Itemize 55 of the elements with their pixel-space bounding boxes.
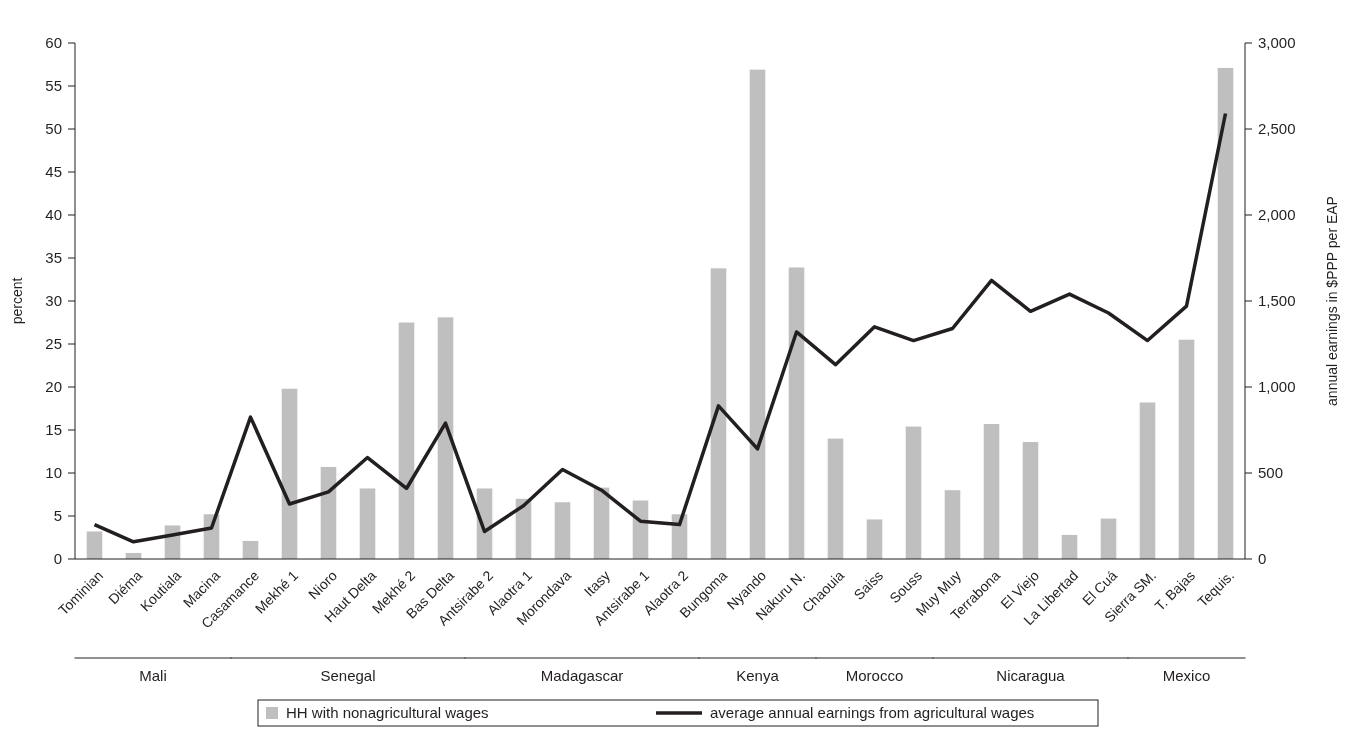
- bar: [1178, 339, 1195, 559]
- bar: [1061, 534, 1078, 559]
- bar: [398, 322, 415, 559]
- bar: [1217, 67, 1234, 559]
- y-axis-title: percent: [8, 277, 25, 325]
- y2-tick-label: 500: [1258, 464, 1284, 482]
- bar: [788, 267, 805, 559]
- bar: [437, 317, 454, 559]
- y-tick-label: 60: [45, 34, 62, 52]
- y-tick-label: 5: [53, 507, 62, 525]
- bar: [593, 487, 610, 559]
- bar: [1100, 518, 1117, 559]
- y-tick-label: 15: [45, 421, 62, 439]
- bar: [905, 426, 922, 559]
- y-tick-label: 30: [45, 292, 62, 310]
- y2-tick-label: 3,000: [1258, 34, 1296, 52]
- bar: [554, 502, 571, 559]
- bar: [1022, 442, 1039, 559]
- y2-tick-label: 1,000: [1258, 378, 1296, 396]
- bar: [242, 540, 259, 559]
- y2-tick-label: 2,000: [1258, 206, 1296, 224]
- bar: [827, 438, 844, 559]
- y2-tick-label: 2,500: [1258, 120, 1296, 138]
- y2-axis-title: annual earnings in $PPP per EAP: [1323, 196, 1340, 406]
- y-tick-label: 25: [45, 335, 62, 353]
- bar: [944, 490, 961, 559]
- legend-label: HH with nonagricultural wages: [286, 704, 489, 722]
- y-tick-label: 10: [45, 464, 62, 482]
- y-tick-label: 40: [45, 206, 62, 224]
- y-tick-label: 0: [53, 550, 62, 568]
- y2-tick-label: 0: [1258, 550, 1267, 568]
- bar: [866, 519, 883, 559]
- bar: [710, 268, 727, 559]
- text: Madagascar: [540, 667, 624, 684]
- bar: [983, 423, 1000, 559]
- bar: [281, 388, 298, 559]
- text: Senegal: [320, 667, 376, 684]
- legend-label: average annual earnings from agricultural wages: [710, 704, 1035, 722]
- y2-tick-label: 1,500: [1258, 292, 1296, 310]
- text: Mexico: [1162, 667, 1211, 684]
- y-tick-label: 20: [45, 378, 62, 396]
- y-tick-label: 50: [45, 120, 62, 138]
- y-tick-label: 35: [45, 249, 62, 267]
- text: Kenya: [736, 667, 780, 684]
- text: Mali: [139, 667, 167, 684]
- y-tick-label: 55: [45, 77, 62, 95]
- line-series: [92, 111, 1228, 544]
- bar: [359, 488, 376, 559]
- text: Morocco: [845, 667, 904, 684]
- bar: [749, 69, 766, 559]
- bar: [86, 531, 103, 559]
- text: Nicaragua: [996, 667, 1066, 684]
- y-tick-label: 45: [45, 163, 62, 181]
- bar: [320, 466, 337, 559]
- bar: [1139, 402, 1156, 559]
